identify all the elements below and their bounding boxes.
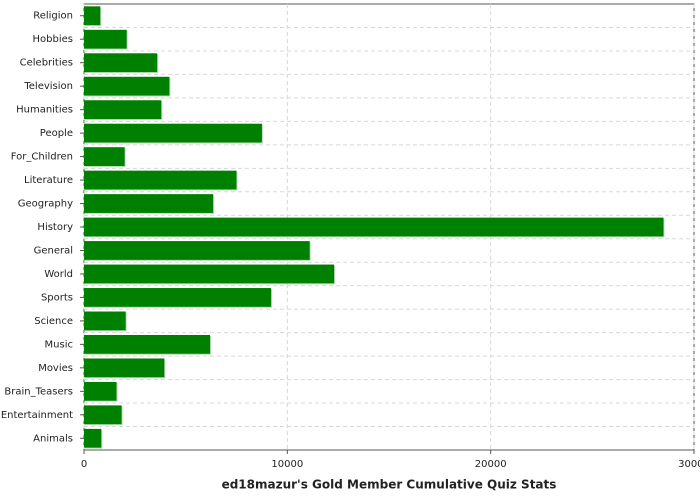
bar — [84, 428, 102, 448]
y-tick-label: History — [37, 222, 73, 233]
bar — [84, 123, 262, 143]
bar — [84, 405, 122, 425]
bar — [84, 334, 211, 354]
x-tick-label: 20000 — [475, 459, 507, 470]
y-tick-label: Humanities — [16, 105, 73, 116]
y-tick-label: Hobbies — [33, 34, 73, 45]
bar — [84, 147, 125, 166]
y-tick-label: Sports — [41, 292, 73, 303]
y-tick-label: Brain_Teasers — [4, 386, 73, 397]
y-tick-label: Movies — [38, 363, 73, 374]
bar — [84, 53, 158, 73]
bar — [84, 264, 335, 284]
x-tick-label: 0 — [81, 459, 87, 470]
x-axis-title: ed18mazur's Gold Member Cumulative Quiz … — [222, 478, 557, 492]
y-tick-label: Geography — [18, 199, 73, 210]
bar — [84, 6, 101, 26]
y-tick-label: Animals — [33, 433, 73, 444]
bar — [84, 29, 127, 49]
bar — [84, 241, 310, 260]
y-tick-label: Science — [34, 316, 73, 327]
y-tick-label: Television — [23, 81, 73, 92]
bar — [84, 194, 214, 213]
bar — [84, 311, 126, 331]
y-tick-label: World — [44, 269, 73, 280]
bar — [84, 381, 117, 401]
bar — [84, 358, 165, 378]
x-tick-label: 10000 — [271, 459, 303, 470]
bar — [84, 217, 664, 237]
y-tick-label: Celebrities — [20, 58, 73, 69]
bar — [84, 76, 170, 96]
bar — [84, 288, 272, 307]
y-tick-label: General — [34, 245, 73, 256]
bar — [84, 170, 237, 190]
y-tick-label: Music — [45, 339, 73, 350]
y-tick-label: Literature — [24, 175, 73, 186]
x-tick-label: 30000 — [678, 459, 700, 470]
bar — [84, 100, 162, 120]
y-tick-label: People — [40, 128, 73, 139]
y-tick-label: Entertainment — [1, 410, 73, 421]
y-tick-label: For_Children — [11, 152, 73, 163]
y-tick-label: Religion — [33, 11, 73, 22]
